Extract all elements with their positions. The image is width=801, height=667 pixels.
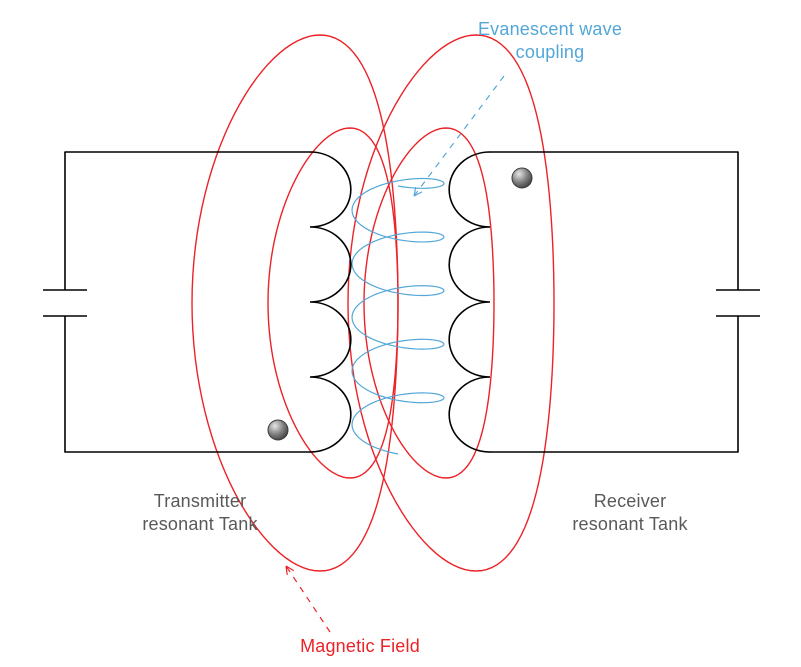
label-magnetic: Magnetic Field	[260, 635, 460, 658]
label-transmitter: Transmitter resonant Tank	[100, 490, 300, 537]
label-magnetic-line1: Magnetic Field	[300, 636, 420, 656]
leader-line	[286, 566, 330, 632]
label-transmitter-line1: Transmitter	[154, 491, 247, 511]
diagram-svg	[0, 0, 801, 667]
label-receiver-line1: Receiver	[594, 491, 667, 511]
label-evanescent: Evanescent wave coupling	[435, 18, 665, 65]
label-evanescent-line1: Evanescent wave	[478, 19, 622, 39]
left-coil	[310, 152, 351, 452]
leader-arrowhead	[286, 566, 294, 575]
magnetic-field-ring	[348, 35, 554, 571]
right-terminal-dot	[512, 168, 532, 188]
leader-line	[414, 76, 504, 196]
diagram-stage: Evanescent wave coupling Transmitter res…	[0, 0, 801, 667]
magnetic-field-ring	[268, 128, 398, 478]
left-terminal-dot	[268, 420, 288, 440]
label-receiver-line2: resonant Tank	[572, 514, 687, 534]
right-coil	[449, 152, 490, 452]
label-transmitter-line2: resonant Tank	[142, 514, 257, 534]
label-evanescent-line2: coupling	[516, 42, 585, 62]
label-receiver: Receiver resonant Tank	[530, 490, 730, 537]
magnetic-field-ring	[364, 128, 494, 478]
